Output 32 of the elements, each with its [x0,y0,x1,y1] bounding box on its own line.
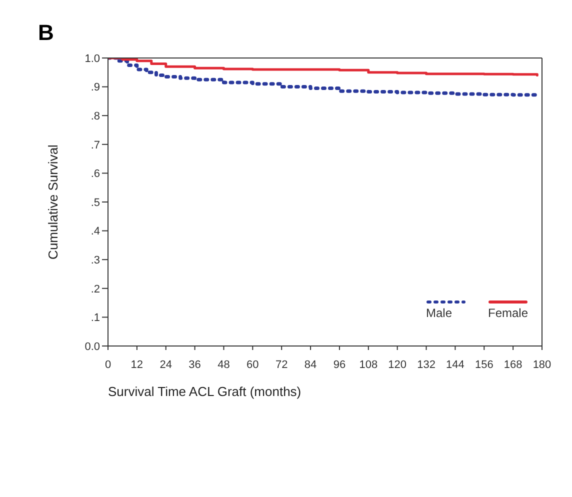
y-tick-label: 1.0 [84,52,100,65]
x-tick-label: 24 [160,359,172,371]
y-axis-title: Cumulative Survival [46,144,61,260]
x-tick-label: 120 [388,359,407,371]
text: B [38,20,54,46]
x-tick-label: 72 [275,359,288,371]
x-tick-label: 60 [246,359,259,371]
y-tick-label: 0.0 [84,340,100,353]
y-tick-label: .3 [90,254,100,267]
y-tick-label: .8 [90,110,100,123]
x-tick-label: 0 [104,359,112,371]
x-tick-label: 144 [446,359,464,371]
y-tick-label: .9 [90,82,100,94]
y-tick-label: .4 [90,226,100,238]
y-tick-label: .7 [90,139,100,152]
x-tick-label: 36 [188,359,201,371]
x-tick-label: 168 [504,359,522,371]
x-tick-label: 108 [359,359,378,371]
y-tick-label: .6 [90,168,100,180]
legend-label: Male [426,306,452,320]
x-tick-label: 132 [417,359,436,371]
y-tick-label: .2 [90,283,100,296]
x-tick-label: 12 [130,359,144,371]
x-tick-label: 156 [474,359,494,371]
y-tick-label: .5 [90,196,100,209]
x-tick-label: 84 [304,359,317,371]
legend-label: Female [488,306,528,320]
x-tick-label: 96 [333,359,346,371]
y-tick-label: .1 [90,312,100,324]
x-axis-title: Survival Time ACL Graft (months) [108,384,302,399]
x-tick-label: 180 [532,359,552,371]
x-tick-label: 48 [218,359,230,371]
